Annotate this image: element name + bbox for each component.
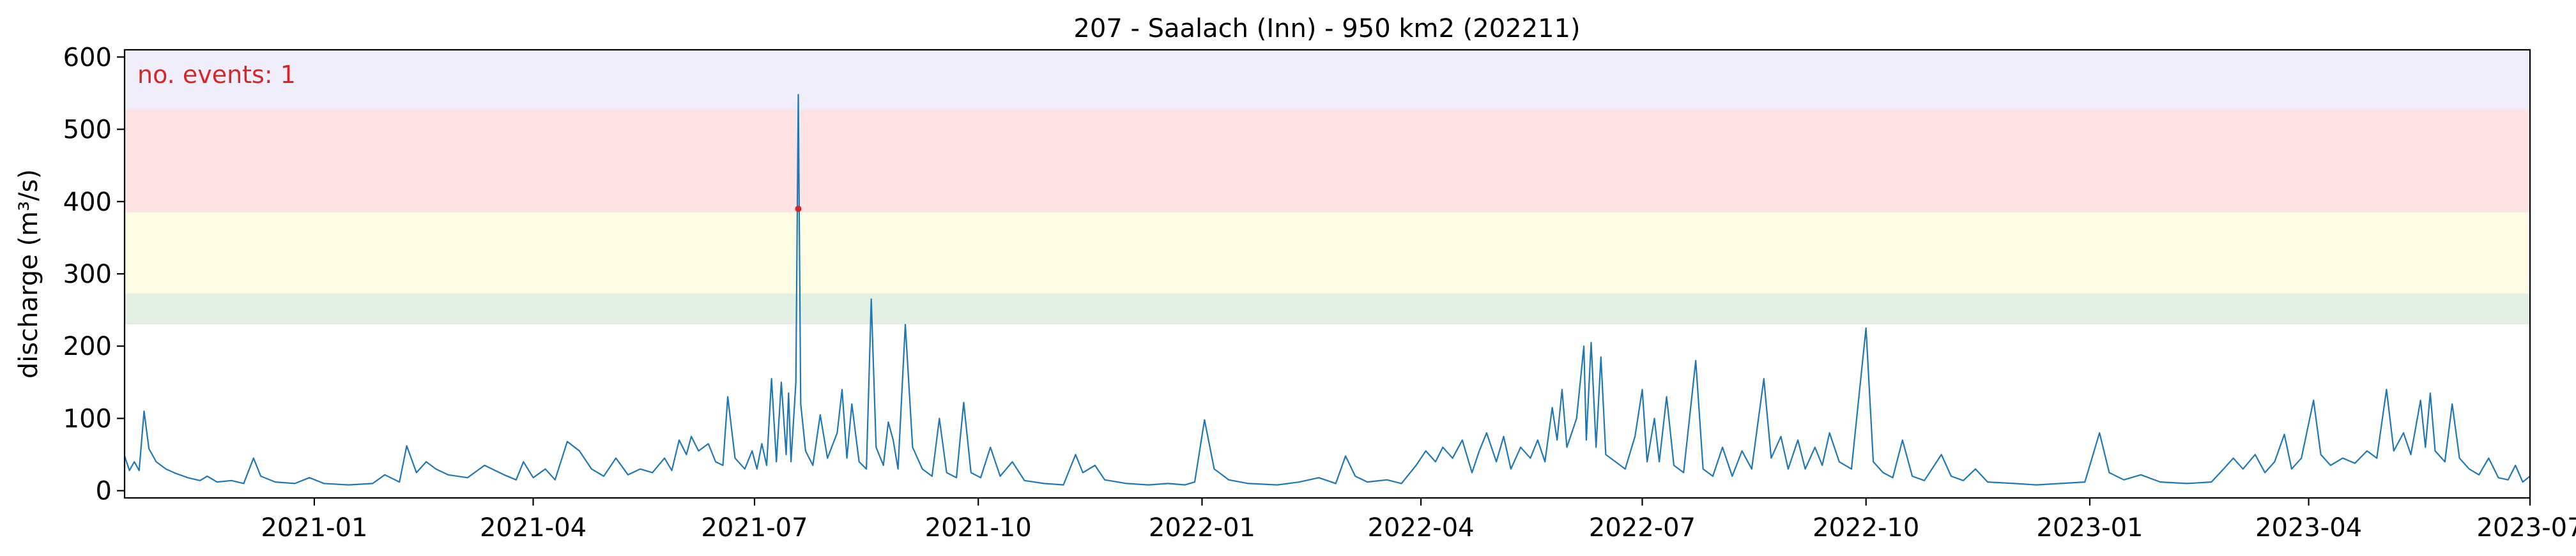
axis-ticks: 0 100 200 300 400 500 600 2021-01 2021-04 2021-07… bbox=[63, 43, 2576, 543]
x-tick-label: 2022-10 bbox=[1813, 513, 1919, 543]
plot-area bbox=[125, 94, 2530, 486]
threshold-band-3 bbox=[125, 50, 2530, 109]
x-tick-label: 2022-07 bbox=[1589, 513, 1696, 543]
threshold-band-2 bbox=[125, 109, 2530, 213]
y-tick-label: 200 bbox=[63, 332, 112, 361]
event-markers bbox=[795, 206, 802, 213]
x-tick-label: 2021-07 bbox=[701, 513, 808, 543]
y-tick-label: 300 bbox=[63, 260, 112, 289]
x-tick-label: 2021-01 bbox=[261, 513, 367, 543]
threshold-bands bbox=[125, 50, 2530, 325]
plot-frame bbox=[123, 49, 2531, 499]
threshold-band-0 bbox=[125, 293, 2530, 325]
y-tick-label: 600 bbox=[63, 43, 112, 72]
x-tick-label: 2021-04 bbox=[480, 513, 586, 543]
x-tick-label: 2023-04 bbox=[2255, 513, 2362, 543]
event-count-annotation: no. events: 1 bbox=[137, 61, 296, 89]
y-tick-label: 100 bbox=[63, 404, 112, 433]
y-tick-label: 400 bbox=[63, 188, 112, 217]
y-axis-label: discharge (m³/s) bbox=[14, 169, 43, 379]
x-tick-label: 2023-07 bbox=[2476, 513, 2576, 543]
discharge-series-line bbox=[125, 94, 2530, 486]
x-tick-label: 2021-10 bbox=[925, 513, 1032, 543]
y-tick-label: 0 bbox=[96, 477, 112, 506]
x-tick-label: 2023-01 bbox=[2036, 513, 2143, 543]
event-marker bbox=[795, 206, 802, 213]
x-tick-label: 2022-01 bbox=[1149, 513, 1255, 543]
y-tick-label: 500 bbox=[63, 116, 112, 145]
threshold-band-1 bbox=[125, 212, 2530, 294]
x-tick-label: 2022-04 bbox=[1367, 513, 1474, 543]
chart-title: 207 - Saalach (Inn) - 950 km2 (202211) bbox=[1073, 14, 1580, 43]
